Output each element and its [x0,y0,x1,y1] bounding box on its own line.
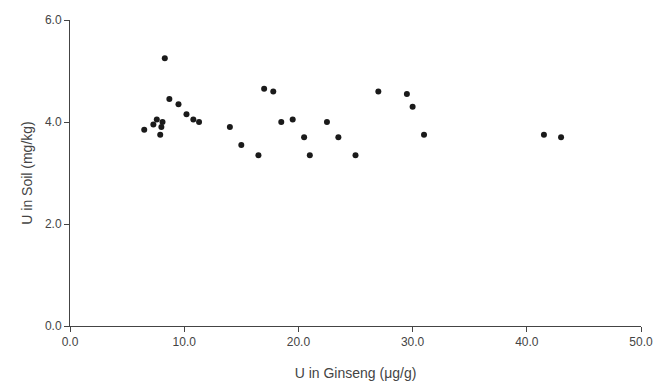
svg-text:50.0: 50.0 [629,335,653,349]
svg-text:U in Soil (mg/kg): U in Soil (mg/kg) [19,121,35,224]
svg-text:4.0: 4.0 [45,115,62,129]
svg-text:6.0: 6.0 [45,13,62,27]
svg-text:0.0: 0.0 [45,319,62,333]
svg-text:20.0: 20.0 [287,335,311,349]
svg-text:U in Ginseng (μg/g): U in Ginseng (μg/g) [295,365,417,381]
svg-text:30.0: 30.0 [401,335,425,349]
svg-text:10.0: 10.0 [173,335,197,349]
svg-text:0.0: 0.0 [62,335,79,349]
svg-text:2.0: 2.0 [45,217,62,231]
svg-text:40.0: 40.0 [515,335,539,349]
